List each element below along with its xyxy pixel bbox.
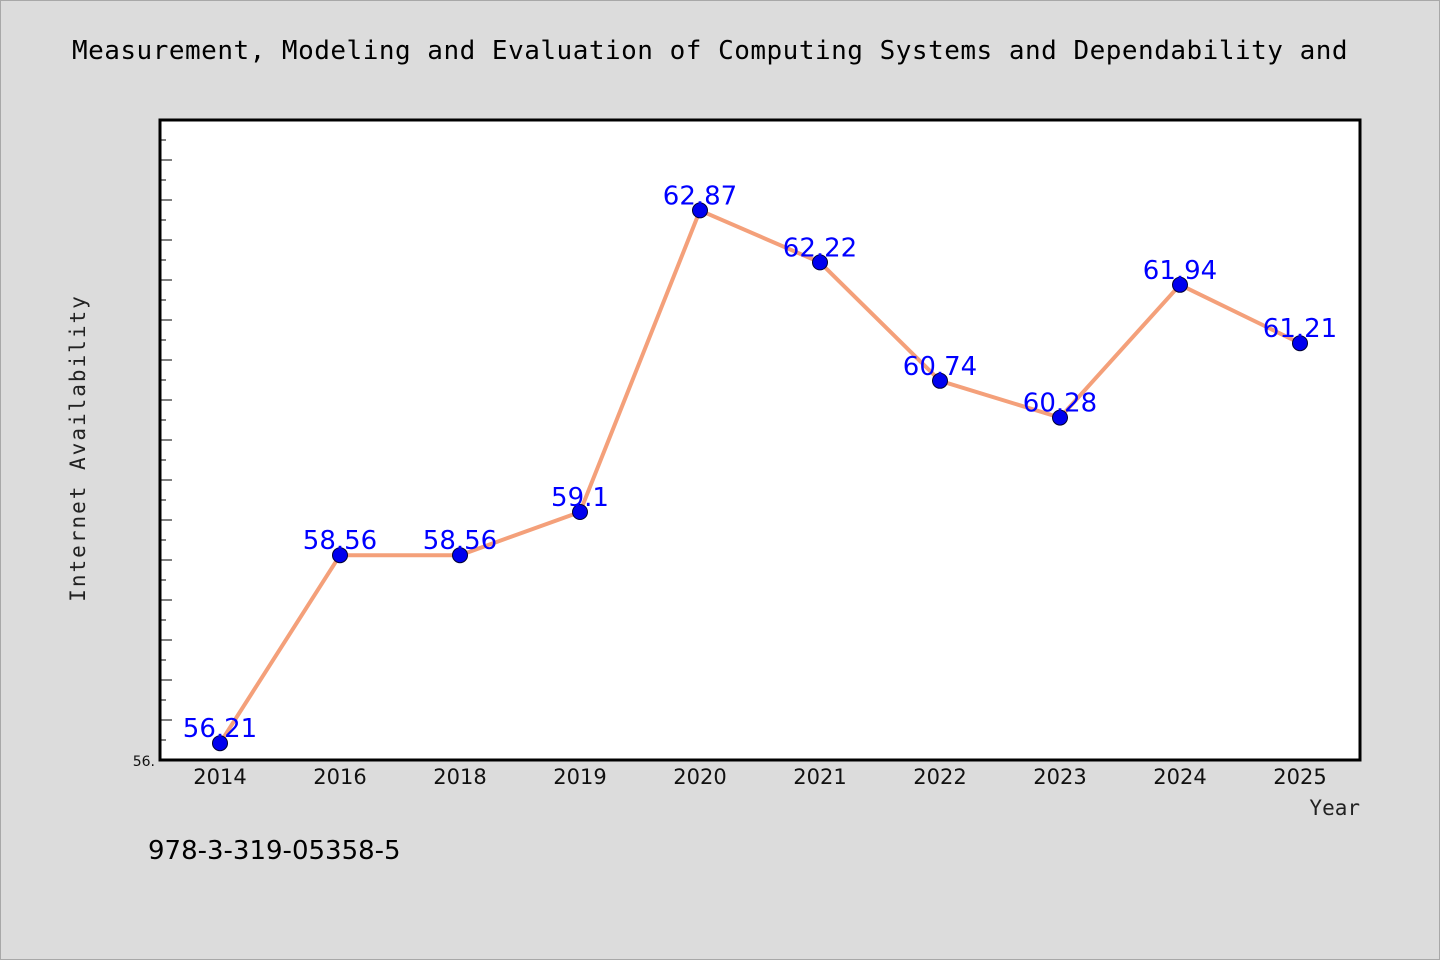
data-point <box>692 202 708 219</box>
data-point <box>812 254 828 271</box>
x-tick-label: 2019 <box>553 765 606 789</box>
data-point <box>332 547 348 564</box>
data-label: 59.1 <box>551 483 609 513</box>
data-points <box>212 202 1308 752</box>
chart-title: Measurement, Modeling and Evaluation of … <box>71 36 1349 66</box>
data-label: 61.94 <box>1143 256 1217 286</box>
data-label: 61.21 <box>1263 314 1337 344</box>
x-tick-label: 2021 <box>793 765 846 789</box>
x-tick-label: 2020 <box>673 765 726 789</box>
data-point <box>452 547 468 564</box>
data-labels: 56.21 58.56 58.56 59.1 62.87 62.22 60.74 60.28 6… <box>183 181 1337 744</box>
y-axis-label: Internet Availability <box>66 294 90 602</box>
data-label: 58.56 <box>303 526 377 556</box>
data-point <box>572 504 588 520</box>
isbn-footnote: 978-3-319-05358-5 <box>148 836 401 866</box>
x-tick-label: 2018 <box>433 765 486 789</box>
x-tick-label: 2022 <box>913 765 966 789</box>
data-point <box>1172 276 1188 293</box>
series-line-group <box>218 208 1302 746</box>
data-point <box>932 372 948 389</box>
data-label: 56.21 <box>183 714 257 744</box>
data-label: 62.22 <box>783 233 857 263</box>
data-label: 60.28 <box>1023 389 1097 419</box>
x-tick-label: 2023 <box>1033 765 1086 789</box>
data-label: 62.87 <box>663 181 737 211</box>
x-tick-label: 2016 <box>313 765 366 789</box>
data-label: 58.56 <box>423 526 497 556</box>
x-axis-label: Year <box>1309 796 1360 820</box>
series-line <box>218 208 1302 746</box>
data-point <box>1292 335 1308 352</box>
y-min-tick-label: 56. <box>133 754 155 770</box>
y-axis-ticks <box>160 139 172 741</box>
data-point <box>212 735 228 752</box>
data-label: 60.74 <box>903 352 977 382</box>
x-tick-label: 2025 <box>1273 765 1326 789</box>
plot-area <box>158 118 1362 762</box>
data-point <box>1052 409 1068 426</box>
x-axis-tick-labels: 2014 2016 2018 2019 2020 2021 2022 2023 2024 2025 <box>193 765 1326 789</box>
x-tick-label: 2024 <box>1153 765 1206 789</box>
x-tick-label: 2014 <box>193 765 246 789</box>
